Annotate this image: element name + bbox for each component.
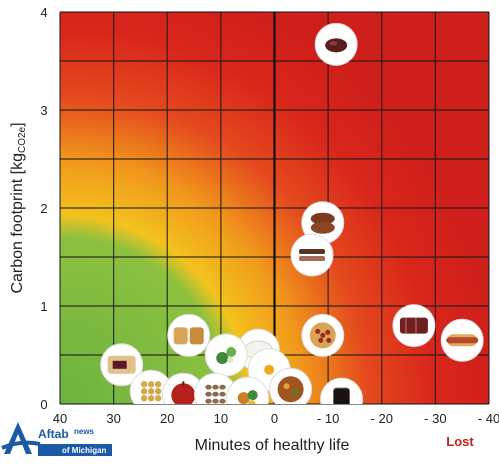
- soda-icon: [320, 377, 364, 404]
- y-tick-label: 4: [40, 5, 47, 20]
- chicken-icon: [269, 367, 313, 404]
- bread-icon: [167, 313, 211, 357]
- x-tick-label: - 30: [424, 411, 446, 426]
- x-axis-title: Minutes of healthy life: [195, 437, 350, 454]
- logo-source: of Michigan: [62, 446, 107, 455]
- logo-brand: Aftab: [38, 427, 69, 441]
- x-tick-label: - 10: [317, 411, 339, 426]
- y-tick-label: 0: [40, 397, 47, 412]
- nuts-icon: [194, 372, 238, 404]
- y-tick-label: 2: [40, 201, 47, 216]
- salad-icon: [226, 376, 270, 404]
- x-tick-label: 20: [160, 411, 174, 426]
- logo-brand-suffix: news: [74, 427, 95, 436]
- vegetables-icon: [204, 333, 248, 377]
- y-tick-label: 3: [40, 103, 47, 118]
- y-axis-title-main: Carbon footprint [kg: [9, 153, 26, 294]
- x-axis-ticks: 40 30 20 10 0 - 10 - 20 - 30 - 40: [53, 411, 499, 426]
- hot-dog-icon: [440, 318, 484, 362]
- watermark-logo: Aftab news of Michigan: [0, 414, 112, 461]
- pork-icon: [301, 201, 345, 245]
- x-tick-label: - 40: [478, 411, 499, 426]
- lost-annotation: Lost: [446, 434, 474, 449]
- x-tick-label: 0: [271, 411, 278, 426]
- processed-meat-icon: [392, 304, 436, 348]
- y-axis-title: Carbon footprint [kgCO2e]: [9, 122, 28, 293]
- logo-mark-icon: [1, 422, 41, 454]
- x-tick-label: - 20: [371, 411, 393, 426]
- legumes-icon: [129, 369, 173, 404]
- y-tick-label: 1: [40, 299, 47, 314]
- pizza-icon: [301, 313, 345, 357]
- lamb-icon: [290, 233, 334, 277]
- x-tick-label: 30: [106, 411, 120, 426]
- plot-area: [59, 11, 490, 405]
- x-tick-label: 10: [214, 411, 228, 426]
- y-axis-title-suffix: ]: [9, 122, 26, 126]
- beef-icon: [314, 22, 358, 66]
- x-tick-label: 40: [53, 411, 67, 426]
- points: [100, 22, 484, 404]
- y-axis-ticks: 0 1 2 3 4: [40, 5, 47, 412]
- sandwich-icon: [100, 343, 144, 387]
- y-axis-title-sub: CO2e: [17, 126, 28, 153]
